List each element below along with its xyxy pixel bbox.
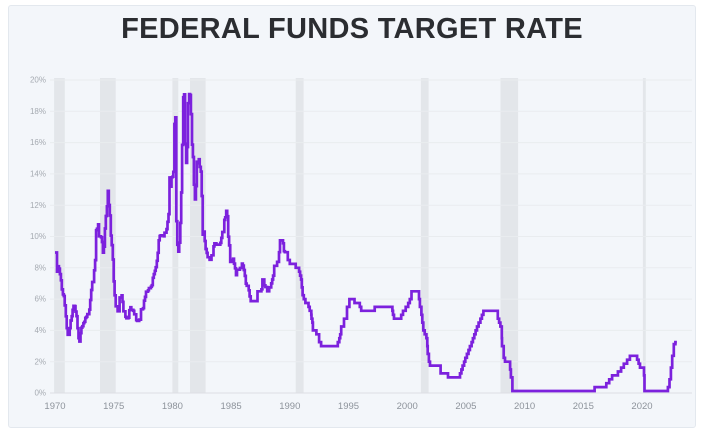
x-tick-label: 1980: [162, 401, 183, 412]
y-tick-label: 6%: [34, 295, 46, 304]
recession-band: [172, 78, 179, 393]
y-tick-label: 18%: [30, 107, 46, 116]
x-tick-label: 1970: [44, 401, 65, 412]
y-tick-label: 10%: [30, 232, 46, 241]
y-tick-label: 14%: [30, 170, 46, 179]
x-tick-label: 1975: [103, 401, 124, 412]
chart-title: FEDERAL FUNDS TARGET RATE: [121, 13, 583, 45]
recession-band: [420, 78, 429, 393]
recession-band: [54, 78, 65, 393]
x-tick-label: 1990: [279, 401, 300, 412]
chart-card: [8, 5, 696, 428]
x-tick-label: 2005: [455, 401, 476, 412]
x-tick-label: 2015: [573, 401, 594, 412]
y-tick-label: 0%: [34, 389, 46, 398]
y-tick-label: 2%: [34, 357, 46, 366]
recession-band: [500, 78, 519, 393]
y-tick-label: 16%: [30, 138, 46, 147]
rate-line: [55, 92, 677, 393]
x-tick-label: 1985: [221, 401, 242, 412]
x-tick-label: 2010: [514, 401, 535, 412]
y-tick-label: 12%: [30, 201, 46, 210]
y-tick-label: 20%: [30, 76, 46, 85]
recession-band: [642, 78, 646, 393]
recession-band: [100, 78, 116, 393]
recession-band: [295, 78, 304, 393]
y-tick-label: 8%: [34, 263, 46, 272]
x-tick-label: 1995: [338, 401, 359, 412]
y-tick-label: 4%: [34, 326, 46, 335]
x-tick-label: 2020: [631, 401, 652, 412]
x-tick-label: 2000: [397, 401, 418, 412]
